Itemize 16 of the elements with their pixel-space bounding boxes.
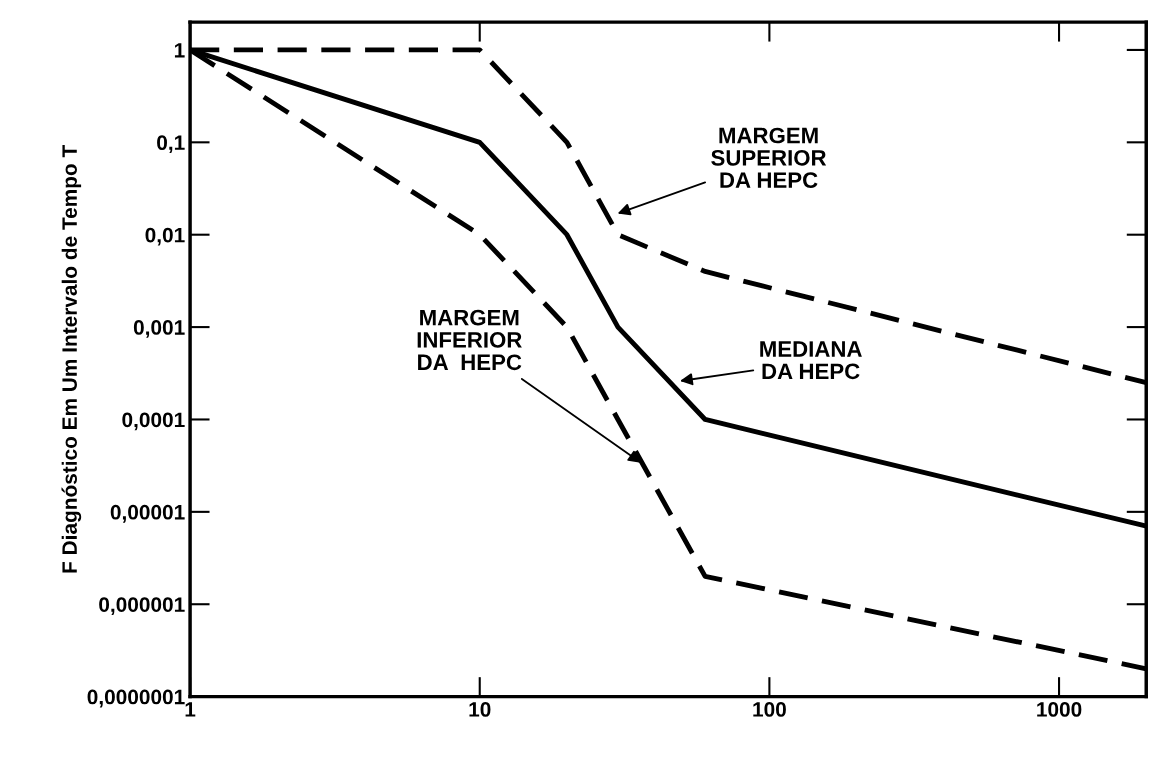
x-tick-label: 10 xyxy=(469,702,491,717)
y-tick-label: 0,000001 xyxy=(99,597,185,616)
annotation: MARGEM INFERIOR DA HEPC xyxy=(417,309,522,371)
x-tick-label: 1 xyxy=(185,702,196,717)
y-axis-title: F Diagnóstico Em Um Intervalo de Tempo T xyxy=(61,145,82,573)
y-tick-label: 0,0001 xyxy=(122,412,185,431)
x-tick-label: 1000 xyxy=(1037,702,1082,717)
y-tick-label: 1 xyxy=(174,43,185,58)
y-tick-label: 0,1 xyxy=(157,135,185,154)
x-tick-label: 100 xyxy=(753,702,786,717)
y-tick-label: 0,001 xyxy=(133,320,185,338)
y-tick-label: 0,01 xyxy=(145,227,185,246)
annotation: MEDIANA DA HEPC xyxy=(760,341,862,380)
y-tick-label: 0,0000001 xyxy=(87,689,185,708)
y-tick-label: 0,00001 xyxy=(110,504,185,523)
annotation: MARGEM SUPERIOR DA HEPC xyxy=(711,127,827,189)
